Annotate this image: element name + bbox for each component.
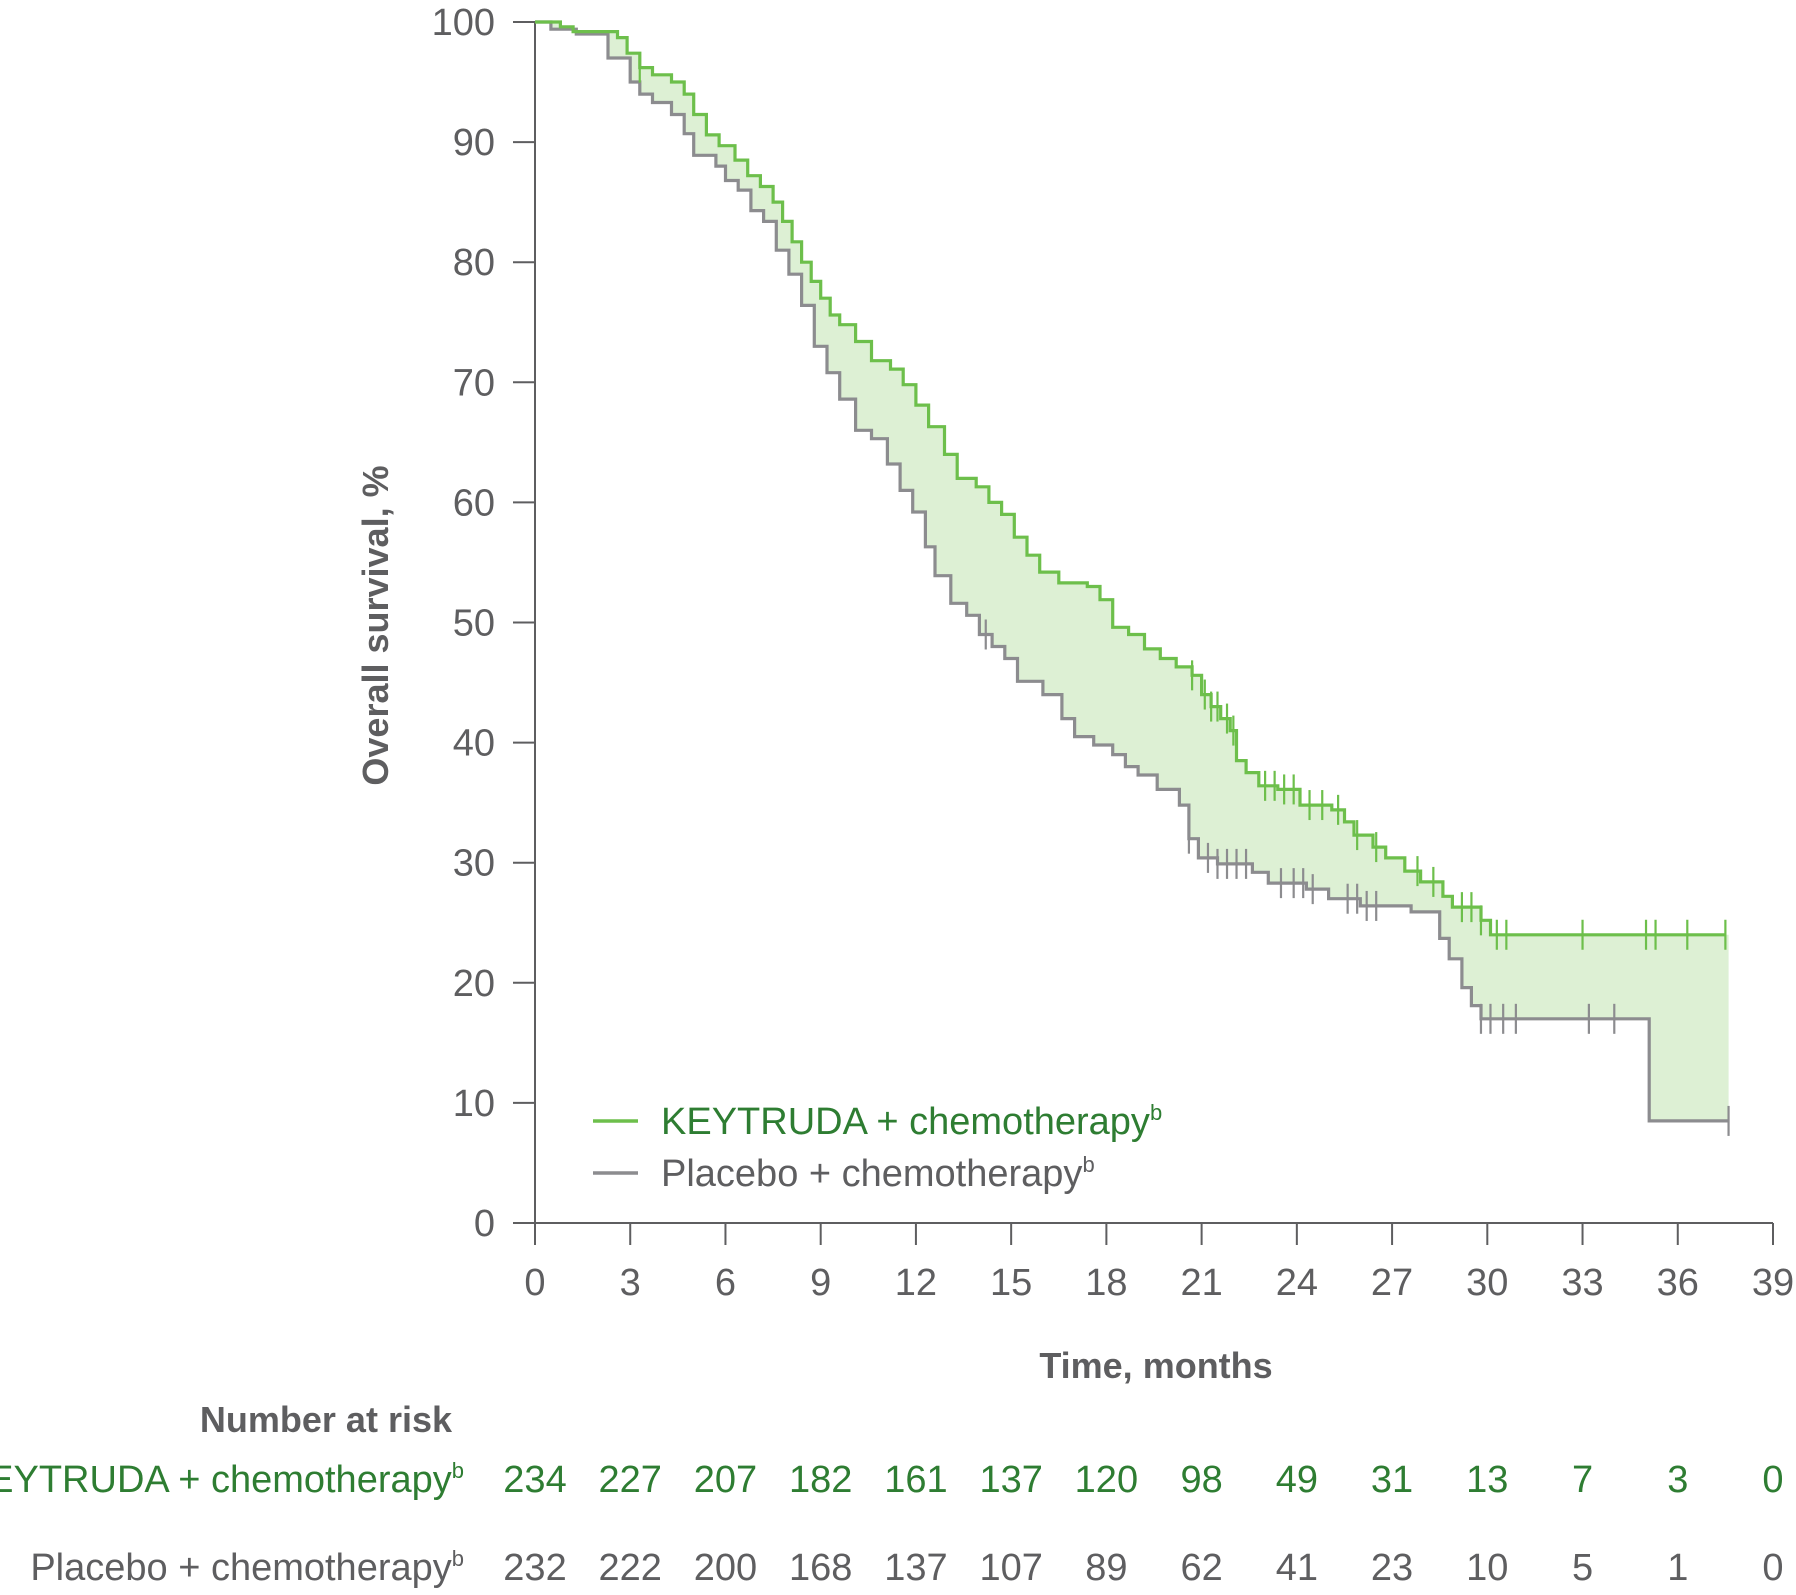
legend-label: KEYTRUDA + chemotherapyb (661, 1100, 1162, 1143)
risk-count: 1 (1667, 1547, 1688, 1589)
y-tick-label: 10 (453, 1083, 495, 1125)
y-axis-title: Overall survival, % (355, 465, 396, 785)
risk-row-superscript: b (452, 1458, 464, 1483)
risk-count: 5 (1572, 1547, 1593, 1589)
risk-count: 234 (503, 1459, 566, 1501)
y-tick-label: 90 (453, 122, 495, 164)
legend: KEYTRUDA + chemotherapyb Placebo + chemot… (593, 1100, 1162, 1195)
y-tick-label: 70 (453, 362, 495, 404)
x-tick-label: 30 (1466, 1262, 1508, 1304)
x-tick-label: 9 (810, 1262, 831, 1304)
x-tick-label: 18 (1085, 1262, 1127, 1304)
x-tick-label: 24 (1276, 1262, 1318, 1304)
risk-count: 7 (1572, 1459, 1593, 1501)
y-tick-label: 0 (474, 1203, 495, 1245)
risk-count: 222 (599, 1547, 662, 1589)
risk-count: 107 (979, 1547, 1042, 1589)
x-tick-label: 36 (1657, 1262, 1699, 1304)
risk-count: 182 (789, 1459, 852, 1501)
x-tick-label: 39 (1752, 1262, 1794, 1304)
x-tick-label: 27 (1371, 1262, 1413, 1304)
legend-superscript: b (1082, 1152, 1094, 1177)
keytruda-survival-curve (535, 20, 1726, 937)
y-tick-label: 20 (453, 963, 495, 1005)
risk-count: 10 (1466, 1547, 1508, 1589)
y-tick-label: 30 (453, 843, 495, 885)
risk-count: 13 (1466, 1459, 1508, 1501)
y-tick-label: 50 (453, 603, 495, 645)
legend-label: Placebo + chemotherapyb (661, 1152, 1095, 1195)
x-tick-label: 0 (524, 1262, 545, 1304)
survival-difference-shading (535, 22, 1729, 1121)
x-axis-title: Time, months (1039, 1345, 1272, 1386)
number-at-risk-table: Number at risk KEYTRUDA + chemotherapyb 23… (0, 1399, 1784, 1589)
risk-count: 200 (694, 1547, 757, 1589)
risk-count: 232 (503, 1547, 566, 1589)
risk-count: 120 (1075, 1459, 1138, 1501)
risk-row-label: KEYTRUDA + chemotherapyb (0, 1458, 464, 1501)
risk-row-superscript: b (452, 1546, 464, 1571)
risk-count: 168 (789, 1547, 852, 1589)
y-tick-label: 100 (432, 2, 495, 44)
risk-count: 137 (979, 1459, 1042, 1501)
x-tick-label: 33 (1561, 1262, 1603, 1304)
legend-superscript: b (1150, 1100, 1162, 1125)
risk-row-label: Placebo + chemotherapyb (30, 1546, 464, 1589)
risk-count: 31 (1371, 1459, 1413, 1501)
y-tick-label: 80 (453, 242, 495, 284)
risk-count: 98 (1180, 1459, 1222, 1501)
y-tick-label: 60 (453, 482, 495, 524)
x-tick-label: 21 (1180, 1262, 1222, 1304)
risk-count: 0 (1762, 1459, 1783, 1501)
shaded-area (535, 22, 1729, 1121)
risk-count: 3 (1667, 1459, 1688, 1501)
risk-count: 137 (884, 1547, 947, 1589)
risk-count: 62 (1180, 1547, 1222, 1589)
risk-count: 89 (1085, 1547, 1127, 1589)
x-tick-label: 3 (620, 1262, 641, 1304)
risk-count: 23 (1371, 1547, 1413, 1589)
risk-count: 227 (599, 1459, 662, 1501)
risk-count: 41 (1276, 1547, 1318, 1589)
x-tick-label: 15 (990, 1262, 1032, 1304)
risk-count: 161 (884, 1459, 947, 1501)
risk-table-title: Number at risk (200, 1399, 453, 1440)
series-layer (535, 20, 1730, 1136)
x-tick-label: 12 (895, 1262, 937, 1304)
risk-count: 207 (694, 1459, 757, 1501)
risk-count: 0 (1762, 1547, 1783, 1589)
y-tick-label: 40 (453, 723, 495, 765)
x-tick-label: 6 (715, 1262, 736, 1304)
placebo-survival-curve (535, 20, 1729, 1123)
risk-count: 49 (1276, 1459, 1318, 1501)
